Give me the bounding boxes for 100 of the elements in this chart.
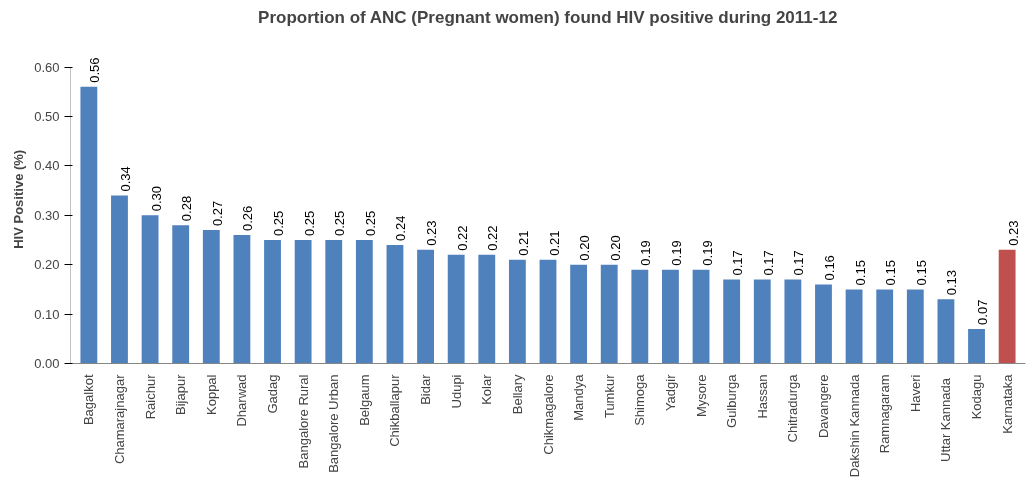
x-tick-label: Raichur	[142, 373, 158, 420]
data-label: 0.21	[546, 230, 562, 256]
x-tick-label: Gulburga	[724, 373, 740, 428]
data-label: 0.20	[607, 235, 623, 261]
data-label: 0.13	[944, 269, 960, 296]
x-tick-label: Belgaum	[356, 374, 372, 426]
x-tick-label: Koppal	[203, 374, 219, 415]
bar	[294, 239, 312, 364]
data-label: 0.23	[1005, 220, 1021, 246]
data-label: 0.15	[852, 260, 868, 286]
data-label: 0.56	[87, 57, 103, 83]
bar	[937, 299, 955, 364]
x-tick-label: Chitradurga	[785, 373, 801, 443]
y-tick-label: 0.00	[34, 356, 60, 371]
data-label: 0.19	[668, 240, 684, 266]
data-label: 0.25	[362, 210, 378, 236]
data-label: 0.17	[730, 250, 746, 276]
x-tick-label: Haveri	[907, 374, 923, 413]
bar	[631, 269, 649, 364]
data-label: 0.22	[454, 225, 470, 251]
data-label: 0.20	[577, 235, 593, 261]
data-label: 0.07	[975, 299, 991, 325]
data-label: 0.23	[424, 220, 440, 246]
x-tick-label: Ramnagaram	[877, 374, 893, 454]
data-label: 0.34	[117, 166, 133, 192]
data-label: 0.21	[515, 230, 531, 256]
bar	[692, 269, 710, 364]
data-label: 0.15	[913, 260, 929, 286]
y-tick-label: 0.60	[34, 59, 60, 75]
bar	[80, 86, 98, 364]
chart-title: Proportion of ANC (Pregnant women) found HIV positive during 2011-12	[258, 7, 838, 27]
bar	[447, 254, 465, 364]
x-tick-label: Mysore	[693, 374, 709, 418]
x-tick-label: Chikmagalore	[540, 374, 556, 455]
x-tick-label: Yadgir	[662, 373, 678, 412]
y-tick-label: 0.30	[34, 207, 60, 223]
bar	[845, 289, 863, 364]
bar	[325, 239, 343, 364]
data-label: 0.22	[485, 225, 501, 251]
y-tick-label: 0.20	[34, 257, 60, 273]
x-tick-label: Kodagu	[969, 374, 985, 420]
bar	[233, 235, 251, 364]
bar	[264, 239, 281, 364]
x-tick-label: Bangalore Urban	[326, 374, 342, 473]
bar	[906, 289, 924, 364]
bar	[386, 244, 404, 364]
x-tick-label: Hassan	[754, 374, 770, 419]
bar	[141, 215, 159, 364]
y-tick-label: 0.10	[34, 306, 60, 322]
bar	[600, 264, 618, 364]
bar	[570, 264, 588, 364]
bar	[815, 284, 832, 364]
bar	[998, 249, 1016, 364]
bar	[172, 225, 190, 364]
bar	[753, 279, 771, 364]
bar	[202, 230, 220, 364]
data-label: 0.25	[271, 210, 287, 236]
y-tick-label: 0.50	[34, 108, 60, 124]
bar	[784, 279, 802, 364]
x-tick-label: Shimoga	[632, 373, 648, 426]
x-tick-label: Uttar Kannada	[938, 377, 954, 462]
x-tick-label: Karnataka	[999, 373, 1015, 434]
x-tick-label: Bidar	[418, 373, 434, 405]
x-tick-label: Gadag	[265, 374, 281, 414]
x-tick-label: Chamarajnagar	[111, 373, 127, 465]
data-label: 0.15	[883, 260, 899, 286]
data-label: 0.30	[148, 185, 164, 212]
data-label: 0.28	[179, 195, 195, 222]
data-label: 0.25	[301, 210, 317, 236]
bar	[508, 259, 526, 364]
data-label: 0.19	[638, 240, 654, 266]
data-label: 0.17	[760, 250, 776, 276]
bar	[968, 328, 985, 364]
x-tick-label: Dakshin Kannada	[846, 373, 862, 478]
data-label: 0.26	[240, 205, 256, 232]
y-tick-label: 0.40	[34, 158, 60, 174]
data-label: 0.27	[209, 200, 225, 227]
bar	[723, 279, 741, 364]
x-tick-label: Kolar	[479, 373, 495, 405]
data-label: 0.25	[332, 210, 348, 236]
bar	[539, 259, 557, 364]
x-tick-label: Bellary	[509, 374, 525, 415]
x-tick-label: Tumkur	[601, 373, 617, 419]
data-label: 0.16	[821, 255, 837, 281]
bar	[417, 249, 434, 364]
bar	[662, 269, 679, 364]
y-axis-title: HIV Positive (%)	[11, 149, 27, 249]
data-label: 0.17	[791, 250, 807, 276]
bar	[111, 195, 128, 364]
x-tick-label: Bagalkot	[81, 374, 97, 426]
x-tick-label: Udupi	[448, 374, 464, 409]
bar	[876, 289, 894, 364]
x-tick-label: Dharwad	[234, 374, 250, 427]
data-label: 0.24	[393, 215, 409, 241]
bar	[478, 254, 496, 364]
x-tick-label: Davangere	[815, 374, 831, 439]
x-tick-label: Chikballapur	[387, 373, 403, 447]
x-tick-label: Bangalore Rural	[295, 374, 311, 469]
bar	[355, 239, 373, 364]
data-label: 0.19	[699, 240, 715, 266]
